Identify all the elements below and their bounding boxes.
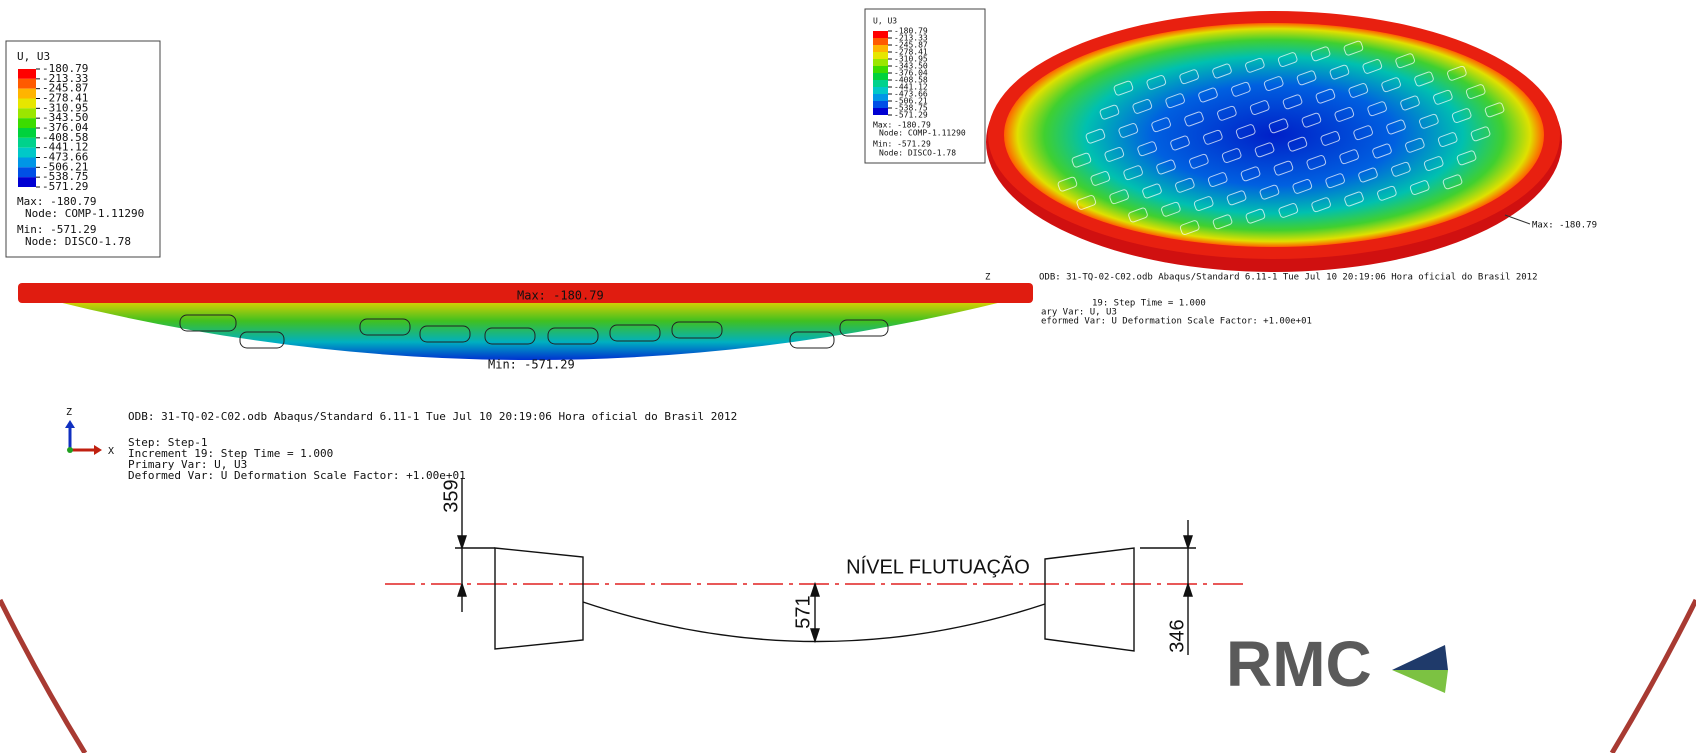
arrow <box>1184 584 1192 596</box>
color-band <box>873 73 888 80</box>
pontoon-right <box>1045 548 1134 651</box>
logo-text: RMC <box>1226 628 1372 700</box>
arrow-head <box>94 445 102 455</box>
color-band <box>873 80 888 87</box>
color-band <box>873 101 888 108</box>
deformed-info: Deformed Var: U Deformation Scale Factor… <box>128 469 466 482</box>
color-band <box>18 167 36 177</box>
color-band <box>873 38 888 45</box>
color-band <box>18 79 36 89</box>
diagram <box>385 478 1245 655</box>
arrow <box>458 584 466 596</box>
color-band <box>873 59 888 66</box>
color-band <box>18 69 36 79</box>
level-label: NÍVEL FLUTUAÇÃO <box>846 554 1030 578</box>
odb-info: ODB: 31-TQ-02-C02.odb Abaqus/Standard 6.… <box>1039 273 1538 283</box>
max-label: Max: -180.79 <box>1532 221 1597 231</box>
level-label: -571.29 <box>42 180 88 193</box>
color-band <box>18 128 36 138</box>
dim-label: 346 <box>1166 619 1188 652</box>
color-band <box>18 177 36 187</box>
max-node: Node: COMP-1.11290 <box>879 129 966 138</box>
dim-label: 571 <box>792 595 814 628</box>
slide: Max: -180.79 Z ODB: 31-TQ-02-C02.odb Aba… <box>0 0 1696 753</box>
legend-left: U, U3 -180.79-213.33-245.87-278.41-310.9… <box>6 41 160 257</box>
pontoon-left <box>495 548 583 649</box>
decor-arc <box>1612 600 1696 753</box>
min-label: Min: -571.29 <box>488 358 575 372</box>
deformed-info: eformed Var: U Deformation Scale Factor:… <box>1041 317 1312 327</box>
logo-chevron <box>1392 645 1448 670</box>
decor-arc <box>0 600 85 753</box>
arrow-head <box>65 420 75 428</box>
color-band <box>18 89 36 99</box>
color-band <box>873 87 888 94</box>
dim-label: 359 <box>440 479 462 512</box>
color-bar: -180.79-213.33-245.87-278.41-310.95-343.… <box>873 27 928 120</box>
axis-z: Z <box>66 407 72 418</box>
color-band <box>873 66 888 73</box>
color-band <box>18 99 36 109</box>
color-band <box>873 108 888 115</box>
arrow <box>458 536 466 548</box>
min-node: Node: DISCO-1.78 <box>25 235 131 248</box>
arrow <box>1184 536 1192 548</box>
level-label: -571.29 <box>894 111 928 120</box>
origin <box>67 447 73 453</box>
legend-right: U, U3 -180.79-213.33-245.87-278.41-310.9… <box>865 9 985 163</box>
axis-z: Z <box>985 273 991 283</box>
color-band <box>873 94 888 101</box>
deck <box>1004 23 1544 247</box>
color-band <box>18 148 36 158</box>
max-label: Max: -180.79 <box>517 289 604 303</box>
arrow <box>811 584 819 596</box>
logo-chevron <box>1392 670 1448 693</box>
shell <box>50 300 1010 360</box>
side-view: Max: -180.79 Min: -571.29 <box>18 283 1033 372</box>
top-view: Max: -180.79 Z ODB: 31-TQ-02-C02.odb Aba… <box>985 11 1597 327</box>
color-band <box>873 31 888 38</box>
min-info: Min: -571.29 <box>873 140 931 149</box>
color-band <box>18 118 36 128</box>
color-band <box>873 52 888 59</box>
color-band <box>18 158 36 168</box>
min-node: Node: DISCO-1.78 <box>879 149 956 158</box>
odb-info: ODB: 31-TQ-02-C02.odb Abaqus/Standard 6.… <box>128 410 737 423</box>
axis-x: X <box>108 446 114 457</box>
legend-title: U, U3 <box>873 17 897 26</box>
logo: RMC <box>1226 628 1448 700</box>
arrow <box>811 629 819 641</box>
info-block: Z X ODB: 31-TQ-02-C02.odb Abaqus/Standar… <box>65 407 737 482</box>
color-bar: -180.79-213.33-245.87-278.41-310.95-343.… <box>18 62 89 193</box>
color-band <box>18 108 36 118</box>
color-band <box>18 138 36 148</box>
max-node: Node: COMP-1.11290 <box>25 207 144 220</box>
leader <box>1505 215 1530 224</box>
color-band <box>873 45 888 52</box>
